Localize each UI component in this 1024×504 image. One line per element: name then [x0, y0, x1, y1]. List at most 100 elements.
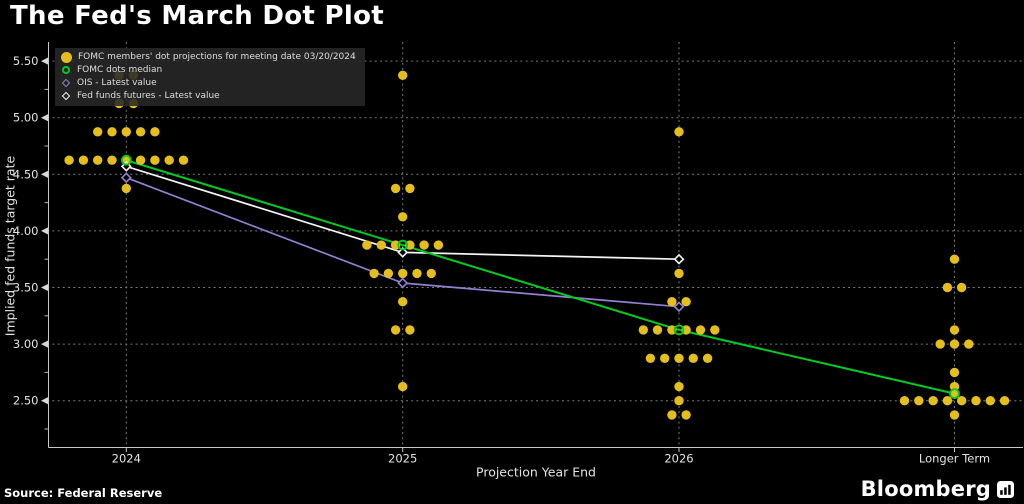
y-tick-arrow-icon	[41, 113, 49, 122]
fomc-projection-dot	[64, 155, 74, 165]
fomc-projection-dot	[398, 268, 408, 279]
fomc-projection-dot	[412, 268, 422, 279]
y-tick-label: 4.00	[13, 224, 39, 238]
y-tick-arrow-icon	[41, 283, 49, 292]
fomc-projection-dot	[949, 254, 960, 264]
x-tick-label: 2024	[112, 452, 141, 466]
median-marker-icon	[673, 324, 685, 336]
fomc-projection-dot	[942, 396, 953, 406]
fomc-projection-dot	[178, 155, 189, 165]
fomc-projection-dot	[362, 240, 372, 250]
futures-marker-icon	[120, 160, 132, 172]
legend-item-ois: OIS - Latest value	[61, 77, 356, 89]
x-tick-label: 2025	[388, 452, 417, 466]
fomc-projection-dot	[135, 155, 146, 165]
fomc-projection-dot	[398, 381, 408, 392]
median-marker-icon	[949, 388, 960, 399]
x-tick-label: Longer Term	[919, 452, 990, 466]
fomc-projection-dot	[78, 155, 89, 165]
fomc-projection-dot	[949, 388, 960, 399]
source-attribution: Source: Federal Reserve	[4, 486, 163, 500]
fomc-projection-dot	[949, 410, 960, 420]
fomc-median-line	[126, 159, 955, 395]
fomc-projection-dot	[376, 240, 386, 250]
legend-item-fed-funds-futures: Fed funds futures - Latest value	[61, 90, 356, 102]
fomc-projection-dot	[956, 282, 967, 293]
fomc-projection-dot	[390, 325, 401, 335]
y-axis-title: Implied fed funds target rate	[2, 155, 18, 337]
ois-marker-icon	[397, 277, 409, 289]
y-tick-label: 3.50	[13, 281, 39, 295]
ois-marker-icon	[673, 301, 685, 313]
fomc-projection-dot	[985, 396, 995, 406]
y-tick-label: 5.00	[13, 111, 39, 125]
fomc-projection-dot	[398, 70, 408, 81]
fomc-projection-dot	[667, 410, 677, 420]
fomc-projection-dot	[681, 410, 691, 420]
x-tick-label: 2026	[664, 452, 693, 466]
legend-label: FOMC dots median	[77, 65, 163, 75]
fomc-projection-dot	[928, 396, 938, 406]
fomc-projection-dot	[121, 183, 131, 194]
fomc-dot-swatch-icon	[61, 51, 72, 63]
legend-item-fomc-dots: FOMC members' dot projections for meetin…	[61, 51, 356, 63]
fomc-projection-dot	[405, 183, 415, 194]
fomc-projection-dot	[164, 155, 174, 165]
fomc-projection-dot	[390, 183, 401, 194]
bloomberg-brand: Bloomberg	[861, 477, 1014, 501]
fomc-projection-dot	[957, 396, 967, 406]
fomc-projection-dot	[121, 127, 131, 137]
fomc-projection-dot	[150, 127, 160, 137]
fomc-projection-dot	[681, 297, 691, 307]
fomc-projection-dot	[419, 240, 429, 250]
fomc-projection-dot	[971, 396, 981, 406]
fomc-projection-dot	[150, 155, 160, 165]
fomc-projection-dot	[695, 325, 706, 335]
bloomberg-wordmark: Bloomberg	[860, 477, 991, 501]
fomc-projection-dot	[405, 325, 415, 335]
ois-diamond-swatch-icon	[61, 78, 71, 88]
futures-diamond-swatch-icon	[61, 91, 71, 101]
fomc-projection-dot	[135, 127, 146, 137]
fomc-projection-dot	[405, 240, 415, 250]
fomc-projection-dot	[121, 155, 131, 165]
fomc-projection-dot	[674, 353, 684, 363]
fomc-projection-dot	[383, 268, 394, 279]
fomc-projection-dot	[949, 325, 960, 335]
legend-label: FOMC members' dot projections for meetin…	[78, 52, 356, 62]
fomc-projection-dot	[426, 268, 436, 279]
y-tick-arrow-icon	[41, 170, 49, 179]
fomc-projection-dot	[702, 353, 713, 363]
median-marker-icon	[397, 239, 409, 251]
fomc-projection-dot	[674, 396, 684, 406]
fomc-projection-dot	[107, 155, 117, 165]
fomc-projection-dot	[398, 212, 408, 222]
fomc-projection-dot	[914, 396, 924, 406]
fomc-projection-dot	[93, 127, 103, 137]
futures-marker-icon	[673, 253, 685, 265]
median-marker-icon	[120, 154, 132, 166]
fomc-projection-dot	[674, 268, 684, 279]
y-tick-label: 2.50	[13, 394, 39, 408]
fomc-projection-dot	[433, 240, 444, 250]
fomc-projection-dot	[107, 127, 117, 137]
futures-marker-icon	[397, 246, 409, 258]
bloomberg-bar-chart-icon	[997, 480, 1014, 498]
fomc-projection-dot	[942, 282, 953, 293]
median-ring-swatch-icon	[62, 66, 70, 74]
fomc-projection-dot	[674, 381, 684, 392]
fomc-projection-dot	[949, 367, 960, 378]
fomc-projection-dot	[674, 127, 684, 137]
y-tick-arrow-icon	[41, 57, 49, 65]
fomc-projection-dot	[398, 297, 408, 307]
fomc-projection-dot	[638, 325, 648, 335]
y-tick-arrow-icon	[41, 396, 49, 405]
x-axis-title: Projection Year End	[476, 464, 596, 480]
legend-item-fomc-median: FOMC dots median	[61, 64, 356, 76]
fomc-projection-dot	[935, 339, 945, 349]
y-tick-label: 3.00	[13, 337, 39, 351]
y-tick-arrow-icon	[41, 227, 49, 235]
fomc-projection-dot	[645, 353, 656, 363]
